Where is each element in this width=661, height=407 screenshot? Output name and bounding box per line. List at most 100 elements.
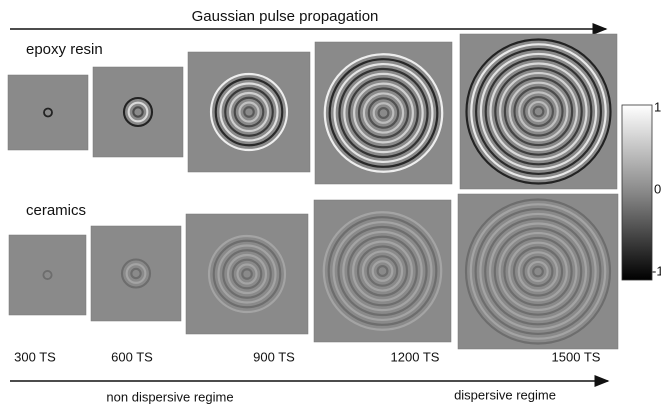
wave-ring [522, 256, 554, 287]
wave-ring [347, 235, 418, 307]
wave-ring [499, 72, 578, 151]
colorbar-tick: -1 [652, 263, 661, 278]
wave-panel [187, 51, 311, 173]
wave-ring [377, 107, 390, 119]
wave-ring [352, 240, 413, 302]
wave-ring [224, 87, 274, 137]
wave-ring [343, 72, 424, 154]
wave-ring [474, 208, 602, 335]
wave-ring [323, 53, 444, 173]
wave-ring [228, 91, 270, 133]
wave-ring [207, 234, 287, 314]
wave-ring [469, 203, 607, 340]
wave-panel [313, 199, 452, 343]
regime-label: non dispersive regime [106, 389, 233, 404]
wave-ring [532, 265, 544, 278]
wave-ring [332, 220, 433, 322]
wave-ring [236, 263, 258, 285]
wave-ring [366, 255, 399, 287]
wave-ring [338, 67, 429, 159]
wave-ring [226, 253, 268, 295]
time-label: 600 TS [111, 349, 153, 364]
colorbar [621, 104, 653, 281]
wave-ring [512, 246, 564, 297]
wave-ring [125, 263, 147, 284]
wave-ring [122, 96, 154, 128]
wave-ring [337, 225, 428, 317]
wave-ring [212, 239, 282, 309]
wave-ring [488, 222, 588, 321]
row-label: ceramics [26, 202, 86, 219]
wave-ring [517, 251, 559, 292]
wave-ring [479, 212, 597, 331]
wave-ring [231, 258, 263, 290]
wave-ring [367, 97, 400, 129]
wave-ring [498, 232, 578, 311]
wave-ring [464, 198, 612, 345]
wave-ring [470, 43, 607, 180]
wave-ring [362, 92, 405, 134]
wave-ring [361, 250, 404, 292]
wave-ring [532, 105, 545, 118]
time-label: 300 TS [14, 349, 56, 364]
wave-ring [479, 52, 598, 171]
wave-ring [238, 101, 260, 123]
wave-ring [527, 260, 549, 283]
wave-ring [503, 76, 574, 147]
wave-ring [222, 249, 272, 299]
wave-ring [342, 230, 423, 312]
wave-ring [508, 241, 568, 302]
wave-ring [484, 57, 593, 166]
wave-ring [233, 96, 265, 128]
wave-ring [322, 211, 443, 331]
wave-ring [376, 265, 389, 277]
wave-ring [494, 67, 583, 156]
wave-ring [348, 77, 419, 149]
wave-ring [333, 62, 434, 164]
wave-ring [214, 77, 284, 147]
wave-ring [217, 244, 277, 304]
wave-ring [356, 245, 409, 297]
colorbar-tick: 1 [654, 99, 661, 114]
wave-ring [484, 217, 592, 326]
regime-label: dispersive regime [454, 387, 556, 402]
wave-panel [90, 225, 182, 322]
wave-ring [132, 106, 144, 118]
wave-ring [243, 106, 255, 118]
wave-ring [371, 260, 394, 282]
wave-ring [327, 216, 438, 326]
wave-ring [372, 102, 395, 124]
wave-ring [43, 107, 53, 118]
title: Gaussian pulse propagation [192, 8, 379, 25]
wave-ring [353, 82, 414, 144]
wave-ring [513, 86, 564, 137]
wave-ring [328, 58, 439, 168]
wave-panel [185, 213, 309, 335]
wave-panel [459, 33, 618, 190]
time-label: 1200 TS [391, 349, 440, 364]
wave-ring [523, 96, 554, 127]
time-label: 900 TS [253, 349, 295, 364]
wave-ring [130, 267, 142, 280]
wave-panel [314, 41, 453, 185]
time-label: 1500 TS [552, 349, 601, 364]
wave-panel [7, 74, 89, 151]
wave-ring [120, 258, 152, 289]
wave-ring [465, 38, 612, 185]
wave-ring [527, 100, 550, 123]
colorbar-tick: 0 [654, 181, 661, 196]
wave-ring [518, 91, 559, 132]
panels [7, 33, 619, 350]
wave-ring [503, 236, 573, 307]
wave-ring [42, 269, 53, 281]
wave-panel [8, 234, 87, 316]
wave-ring [508, 81, 569, 142]
wave-ring [475, 48, 602, 175]
wave-panel [457, 193, 619, 350]
wave-ring [241, 268, 253, 280]
wave-ring [219, 82, 279, 142]
wave-ring [209, 72, 289, 152]
wave-ring [493, 227, 583, 316]
row-label: epoxy resin [26, 41, 103, 58]
